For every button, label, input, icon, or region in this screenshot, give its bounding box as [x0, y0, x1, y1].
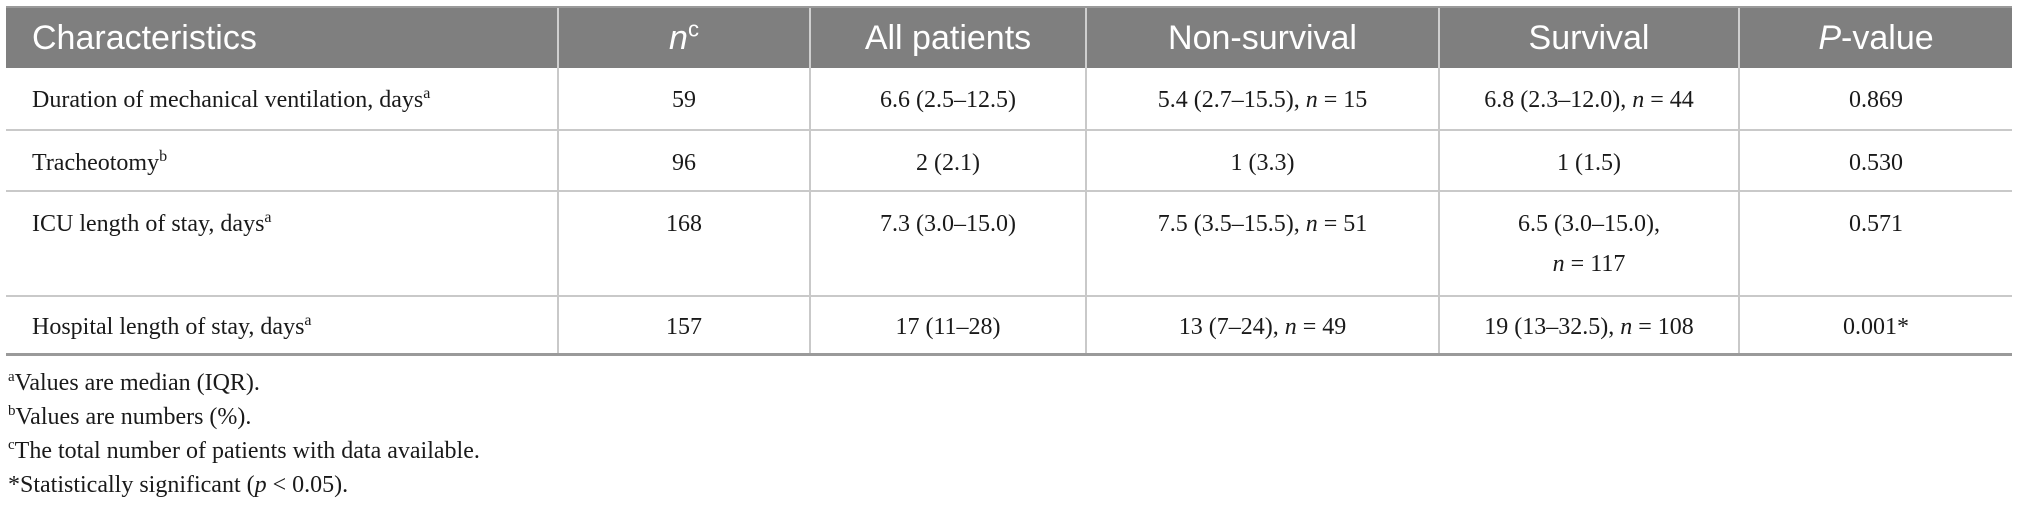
row-label: Duration of mechanical ventilation, days…	[6, 68, 558, 131]
row-label-sup: a	[304, 312, 312, 329]
row-label-text: Tracheotomy	[32, 150, 160, 176]
footnote-text: Values are numbers (%).	[15, 404, 252, 430]
row-label-text: Duration of mechanical ventilation, days	[32, 87, 424, 113]
cell-n-value: = 49	[1296, 314, 1347, 340]
footnote-mark: c	[8, 437, 15, 453]
header-all-patients: All patients	[809, 6, 1086, 68]
table-row: Duration of mechanical ventilation, days…	[6, 68, 2012, 131]
cell-value: 6.5 (3.0–15.0),	[1518, 211, 1660, 237]
cell-n: 168	[557, 191, 810, 297]
cell-n-symbol: n	[1552, 251, 1565, 277]
cell-survival: 19 (13–32.5), n = 108	[1438, 296, 1739, 356]
footnote-mark: a	[8, 369, 15, 385]
cell-n: 59	[557, 68, 810, 131]
header-survival: Survival	[1438, 6, 1739, 68]
table-row: ICU length of stay, daysa 168 7.3 (3.0–1…	[6, 191, 2012, 297]
table-row: Tracheotomyb 96 2 (2.1) 1 (3.3) 1 (1.5) …	[6, 130, 2012, 192]
cell-n: 96	[557, 130, 810, 192]
cell-n-value: = 117	[1564, 251, 1626, 277]
cell-n-value: = 44	[1644, 87, 1694, 113]
cell-value: 5.4 (2.7–15.5),	[1157, 87, 1306, 113]
cell-survival: 6.5 (3.0–15.0), n = 117	[1438, 191, 1739, 297]
cell-n-symbol: n	[1305, 211, 1318, 237]
row-label: Hospital length of stay, daysa	[6, 296, 558, 356]
header-p-rest: -value	[1841, 18, 1934, 57]
row-label-sup: b	[159, 148, 168, 165]
cell-n-value: = 15	[1317, 87, 1368, 113]
footnote-text: *Statistically significant (	[8, 472, 255, 498]
results-table-container: Characteristics nc All patients Non-surv…	[6, 6, 2012, 498]
cell-n-symbol: n	[1305, 87, 1318, 113]
cell-n-symbol: n	[1620, 314, 1633, 340]
outcomes-table: Characteristics nc All patients Non-surv…	[6, 6, 2012, 356]
table-header-row: Characteristics nc All patients Non-surv…	[6, 6, 2012, 68]
cell-p-value: 0.571	[1738, 191, 2012, 297]
cell-n: 157	[557, 296, 810, 356]
cell-p-value: 0.530	[1738, 130, 2012, 192]
header-p-italic: P	[1818, 18, 1842, 57]
cell-p-value: 0.869	[1738, 68, 2012, 131]
footnote-mark: b	[8, 403, 16, 419]
cell-all: 6.6 (2.5–12.5)	[809, 68, 1086, 131]
cell-non-survival: 7.5 (3.5–15.5), n = 51	[1085, 191, 1439, 297]
cell-survival: 6.8 (2.3–12.0), n = 44	[1438, 68, 1739, 131]
table-footnotes: aValues are median (IQR). bValues are nu…	[6, 366, 2012, 502]
cell-value: 19 (13–32.5),	[1484, 314, 1621, 340]
header-characteristics: Characteristics	[6, 6, 558, 68]
table-row: Hospital length of stay, daysa 157 17 (1…	[6, 296, 2012, 356]
row-label: Tracheotomyb	[6, 130, 558, 192]
header-n: nc	[557, 6, 810, 68]
cell-n-value: = 51	[1317, 211, 1368, 237]
cell-non-survival: 13 (7–24), n = 49	[1085, 296, 1439, 356]
row-label-sup: a	[264, 209, 272, 226]
cell-non-survival: 1 (3.3)	[1085, 130, 1439, 192]
header-non-survival: Non-survival	[1085, 6, 1439, 68]
cell-survival: 1 (1.5)	[1438, 130, 1739, 192]
footnote: aValues are median (IQR).	[6, 366, 2012, 400]
cell-n-symbol: n	[1284, 314, 1297, 340]
cell-non-survival: 5.4 (2.7–15.5), n = 15	[1085, 68, 1439, 131]
cell-value: 13 (7–24),	[1178, 314, 1285, 340]
header-n-text: n	[669, 18, 688, 57]
footnote-text: Values are median (IQR).	[14, 370, 260, 396]
cell-all: 17 (11–28)	[809, 296, 1086, 356]
cell-p-value: 0.001*	[1738, 296, 2012, 356]
cell-n-symbol: n	[1632, 87, 1645, 113]
footnote: *Statistically significant (p < 0.05).	[6, 468, 2012, 502]
header-p-value: P-value	[1738, 6, 2012, 68]
cell-all: 7.3 (3.0–15.0)	[809, 191, 1086, 297]
footnote-text-after: < 0.05).	[266, 472, 349, 498]
cell-all: 2 (2.1)	[809, 130, 1086, 192]
footnote: cThe total number of patients with data …	[6, 434, 2012, 468]
cell-value: 6.8 (2.3–12.0),	[1484, 87, 1633, 113]
cell-n-value: = 108	[1632, 314, 1694, 340]
cell-value: 7.5 (3.5–15.5),	[1157, 211, 1306, 237]
row-label: ICU length of stay, daysa	[6, 191, 558, 297]
footnote: bValues are numbers (%).	[6, 400, 2012, 434]
footnote-italic: p	[254, 472, 267, 498]
footnote-text: The total number of patients with data a…	[14, 438, 480, 464]
header-n-sup: c	[687, 16, 699, 42]
row-label-text: ICU length of stay, days	[32, 211, 265, 237]
row-label-text: Hospital length of stay, days	[32, 314, 305, 340]
row-label-sup: a	[423, 85, 431, 102]
